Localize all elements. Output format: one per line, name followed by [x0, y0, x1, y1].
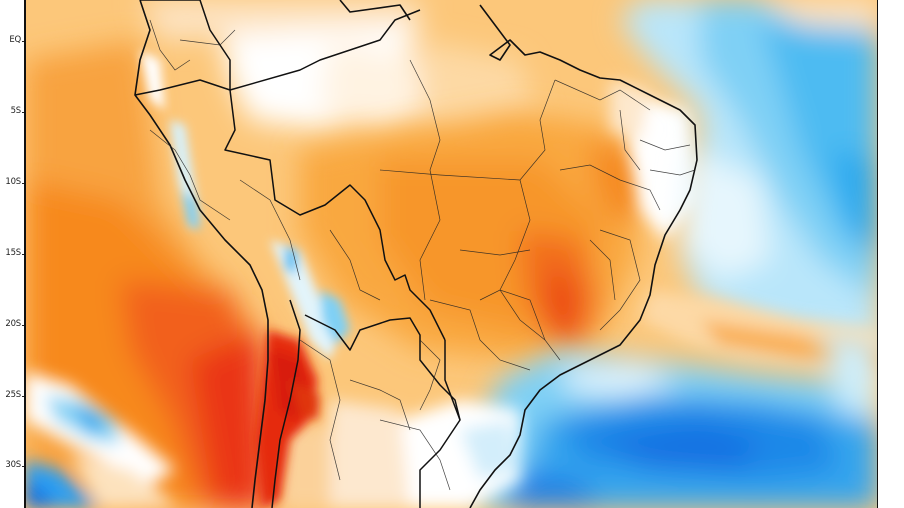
andes-hot-core — [255, 330, 320, 508]
tick-mark — [22, 466, 25, 467]
tick-mark — [22, 396, 25, 397]
right-margin — [878, 0, 904, 508]
southern-brazil-region — [280, 400, 520, 508]
northeast-brazil-region — [610, 80, 700, 240]
brazil-warm-region — [300, 110, 650, 360]
tick-mark — [22, 254, 25, 255]
tick-mark — [22, 183, 25, 184]
anomaly-field — [25, 0, 878, 508]
left-frame-line — [24, 0, 26, 508]
pacific-warm-region — [25, 40, 268, 508]
tick-label-10s: 10S — [5, 177, 21, 187]
pacific-cool-region — [25, 372, 175, 508]
tick-label-20s: 20S — [5, 319, 21, 329]
south-atlantic-cold-region — [470, 330, 878, 508]
state-borders — [149, 19, 696, 491]
tick-label-eq: EQ — [9, 35, 21, 45]
anomaly-map-svg — [25, 0, 878, 508]
atlantic-cool-region — [620, 0, 878, 350]
tick-mark — [22, 325, 25, 326]
right-frame-line — [877, 0, 879, 508]
tick-label-30s: 30S — [5, 460, 21, 470]
tick-mark — [22, 112, 25, 113]
tick-mark — [22, 41, 25, 42]
latitude-axis: EQ 5S 10S 15S 20S 25S 30S — [0, 0, 25, 508]
andes-cool-spots — [140, 50, 350, 360]
tick-label-5s: 5S — [10, 106, 22, 116]
national-borders — [134, 0, 461, 508]
tick-label-15s: 15S — [5, 248, 21, 258]
coastlines — [134, 0, 698, 508]
tick-label-25s: 25S — [5, 390, 21, 400]
